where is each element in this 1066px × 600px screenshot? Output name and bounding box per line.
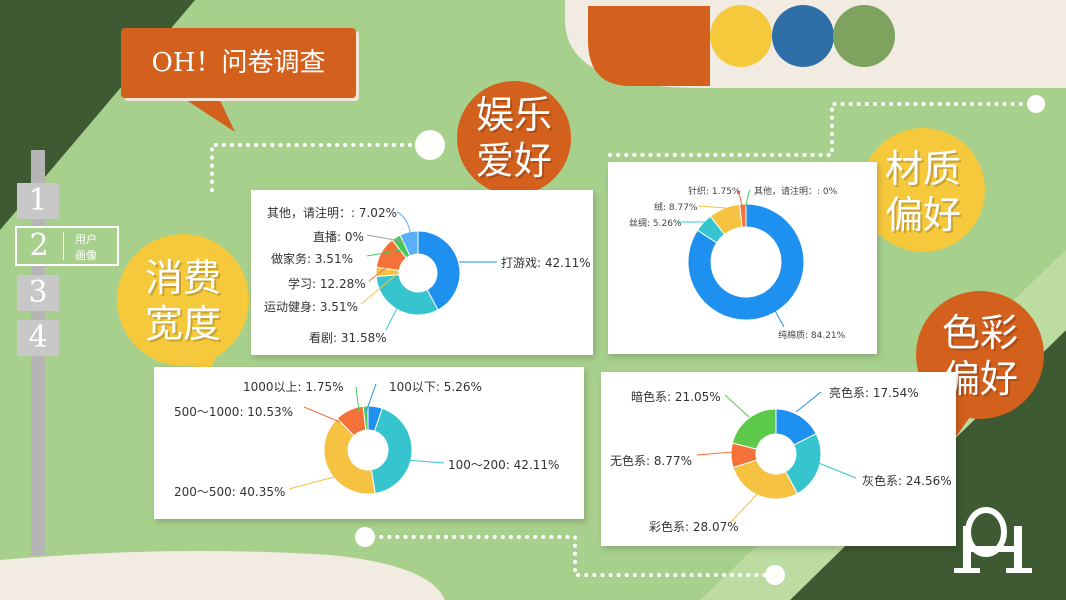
nav-item-2-label-line1: 用户 — [75, 233, 97, 246]
color-slice-4 — [731, 408, 777, 450]
color-label-4: 暗色系: 21.05% — [631, 390, 721, 404]
material-label-4: 其他，请注明：: 0% — [754, 187, 838, 197]
dot-node-3 — [355, 527, 375, 547]
donut-color — [696, 391, 857, 523]
bubble-entertainment-line2: 爱好 — [475, 139, 552, 183]
entertainment-slice-0 — [417, 230, 461, 311]
title-box-tail — [180, 96, 235, 132]
bubble-material-line2: 偏好 — [884, 193, 961, 237]
color-label-3: 无色系: 8.77% — [610, 454, 692, 468]
bubble-material-line1: 材质 — [884, 147, 961, 191]
entertainment-slice-1 — [375, 274, 439, 316]
spending-label-0: 100以下: 5.26% — [389, 380, 482, 394]
chart-panel-color: 亮色系: 17.54% 灰色系: 24.56% 彩色系: 28.07% 无色系:… — [601, 372, 956, 546]
bubble-material: 材质 偏好 — [883, 146, 963, 238]
nav-item-2-label-line2: 画像 — [75, 249, 97, 262]
entertainment-label-0: 打游戏: 42.11% — [501, 256, 591, 270]
donut-entertainment — [360, 211, 497, 331]
swatch-green — [833, 5, 895, 67]
oh-logo — [948, 506, 1043, 576]
entertainment-label-2: 运动健身: 3.51% — [264, 300, 358, 314]
spending-slice-4 — [362, 405, 369, 431]
donut-spending — [288, 383, 445, 495]
material-label-2: 绒: 8.77% — [654, 203, 698, 213]
dot-node-1 — [415, 130, 445, 160]
entertainment-label-6: 其他，请注明：: 7.02% — [267, 206, 397, 220]
bubble-entertainment: 娱乐 爱好 — [474, 92, 554, 184]
material-label-3: 针织: 1.75% — [688, 187, 741, 197]
chart-panel-spending: 100以下: 5.26% 100～200: 42.11% 200～500: 40… — [154, 367, 584, 519]
material-slice-0 — [687, 203, 805, 321]
nav-item-2[interactable]: 2 用户 画像 — [15, 226, 119, 266]
leader-lines-material — [678, 189, 785, 328]
spending-label-3: 500～1000: 10.53% — [174, 405, 294, 419]
donut-material — [678, 189, 805, 328]
leader-lines-color — [696, 391, 857, 523]
bottom-left-cream-shape — [0, 551, 445, 600]
color-label-2: 彩色系: 28.07% — [649, 520, 739, 534]
leader-lines-entertainment — [360, 211, 497, 331]
swatch-yellow — [710, 5, 772, 67]
page-title: OH！问卷调查 — [121, 28, 356, 98]
entertainment-label-3: 学习: 12.28% — [288, 277, 366, 291]
entertainment-label-4: 做家务: 3.51% — [271, 252, 353, 266]
swatch-blue — [772, 5, 834, 67]
color-label-1: 灰色系: 24.56% — [862, 474, 952, 488]
spending-label-2: 200～500: 40.35% — [174, 485, 286, 499]
spending-slice-1 — [370, 407, 413, 494]
nav-item-4[interactable]: 4 — [17, 320, 59, 356]
donut-material-slices — [687, 203, 805, 321]
material-label-1: 丝绸: 5.26% — [629, 219, 682, 229]
dot-node-4 — [765, 565, 785, 585]
chart-panel-entertainment: 打游戏: 42.11% 看剧: 31.58% 运动健身: 3.51% 学习: 1… — [251, 190, 593, 355]
chart-panel-material: 纯棉质: 84.21% 丝绸: 5.26% 绒: 8.77% 针织: 1.75%… — [608, 162, 877, 354]
donut-color-slices — [730, 408, 822, 500]
nav-item-2-divider — [63, 232, 64, 260]
bubble-spending: 消费 宽度 — [143, 255, 223, 347]
entertainment-label-1: 看剧: 31.58% — [309, 331, 387, 345]
bubble-spending-line1: 消费 — [144, 256, 221, 300]
entertainment-slice-6 — [399, 230, 419, 257]
bubble-color-line1: 色彩 — [941, 311, 1018, 355]
swatch-orange — [588, 6, 710, 86]
material-label-0: 纯棉质: 84.21% — [778, 331, 846, 341]
spending-slice-2 — [323, 417, 376, 495]
donut-entertainment-slices — [375, 230, 461, 316]
nav-item-3[interactable]: 3 — [17, 275, 59, 311]
color-label-0: 亮色系: 17.54% — [829, 386, 919, 400]
leader-lines-spending — [288, 383, 445, 490]
bubble-entertainment-line1: 娱乐 — [475, 93, 552, 137]
dot-node-2 — [1027, 95, 1045, 113]
dotted-line-top-right — [608, 102, 1038, 157]
dotted-line-bottom — [363, 535, 777, 577]
spending-label-4: 1000以上: 1.75% — [243, 380, 344, 394]
spending-label-1: 100～200: 42.11% — [448, 458, 560, 472]
bubble-spending-shape — [117, 234, 249, 385]
entertainment-label-5: 直播: 0% — [313, 230, 364, 244]
dotted-line-top — [210, 143, 432, 192]
nav-item-1[interactable]: 1 — [17, 183, 59, 219]
color-slice-2 — [732, 459, 799, 500]
donut-spending-slices — [323, 405, 413, 495]
bubble-spending-line2: 宽度 — [144, 302, 221, 346]
nav-item-2-number: 2 — [29, 228, 49, 263]
oh-logo-mark — [954, 507, 1032, 573]
